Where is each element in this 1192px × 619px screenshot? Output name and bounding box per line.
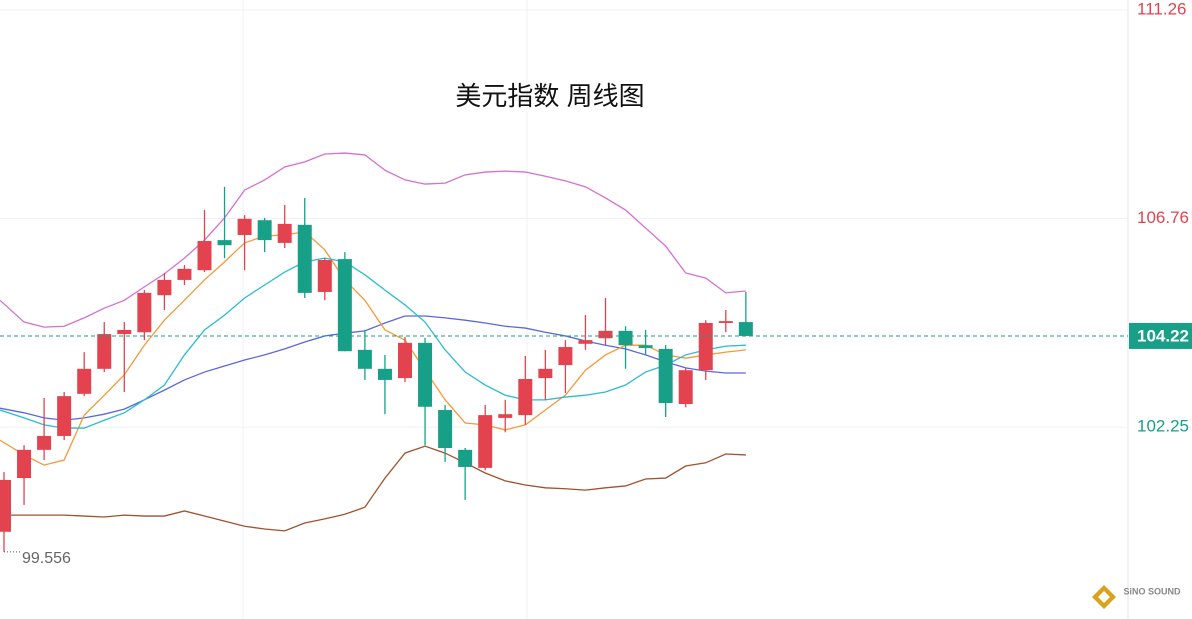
candle-body: [518, 379, 533, 416]
watermark: SiNO SOUND: [1123, 586, 1181, 596]
chart-title: 美元指数 周线图: [455, 81, 644, 111]
candle-body: [538, 368, 553, 379]
candle-body: [398, 342, 412, 379]
candle-body: [157, 279, 172, 296]
candle-body: [618, 330, 633, 346]
candle-body: [197, 241, 212, 271]
indicator-line: [0, 231, 746, 466]
candle-body: [738, 322, 753, 336]
candle-body: [237, 218, 252, 236]
candle-body: [638, 345, 653, 348]
candle-body: [177, 268, 192, 280]
logo: SiNO SOUND: [1092, 585, 1181, 609]
y-tick-label: 102.25: [1137, 417, 1189, 436]
candle-body: [297, 224, 312, 293]
last-price-label: 104.22: [1137, 326, 1189, 345]
candle-body: [377, 368, 392, 380]
candle-body: [458, 449, 473, 467]
candle-body: [438, 410, 453, 448]
candle-body: [698, 322, 713, 371]
indicator-line: [0, 445, 746, 532]
candle-body: [498, 414, 513, 418]
indicator-line: [0, 315, 746, 421]
candle-body: [357, 349, 372, 369]
indicator-line: [0, 152, 746, 328]
candle-body: [117, 329, 132, 335]
candle-body: [478, 415, 493, 468]
candle-body: [137, 292, 152, 333]
candle-body: [558, 347, 573, 366]
candle-body: [257, 220, 272, 241]
candle-body: [337, 259, 352, 352]
candle-body: [277, 223, 292, 243]
candle-body: [598, 330, 613, 339]
candle-body: [678, 370, 693, 405]
candle-body: [317, 260, 332, 292]
last-price-box: [1129, 322, 1192, 349]
indicator-line: [0, 257, 746, 429]
candle-body: [77, 368, 92, 394]
candle-body: [0, 479, 11, 532]
candle-body: [718, 321, 733, 323]
candle-body: [57, 396, 72, 436]
y-tick-label: 111.26: [1137, 0, 1186, 18]
candle-body: [17, 449, 32, 479]
candle-body: [578, 340, 593, 344]
candle-body: [418, 342, 433, 407]
candle-body: [37, 435, 52, 450]
low-label: 99.556: [22, 550, 71, 567]
candle-body: [97, 334, 112, 369]
candle-body: [658, 348, 673, 404]
candle-body: [217, 240, 232, 246]
y-tick-label: 106.76: [1137, 208, 1189, 227]
